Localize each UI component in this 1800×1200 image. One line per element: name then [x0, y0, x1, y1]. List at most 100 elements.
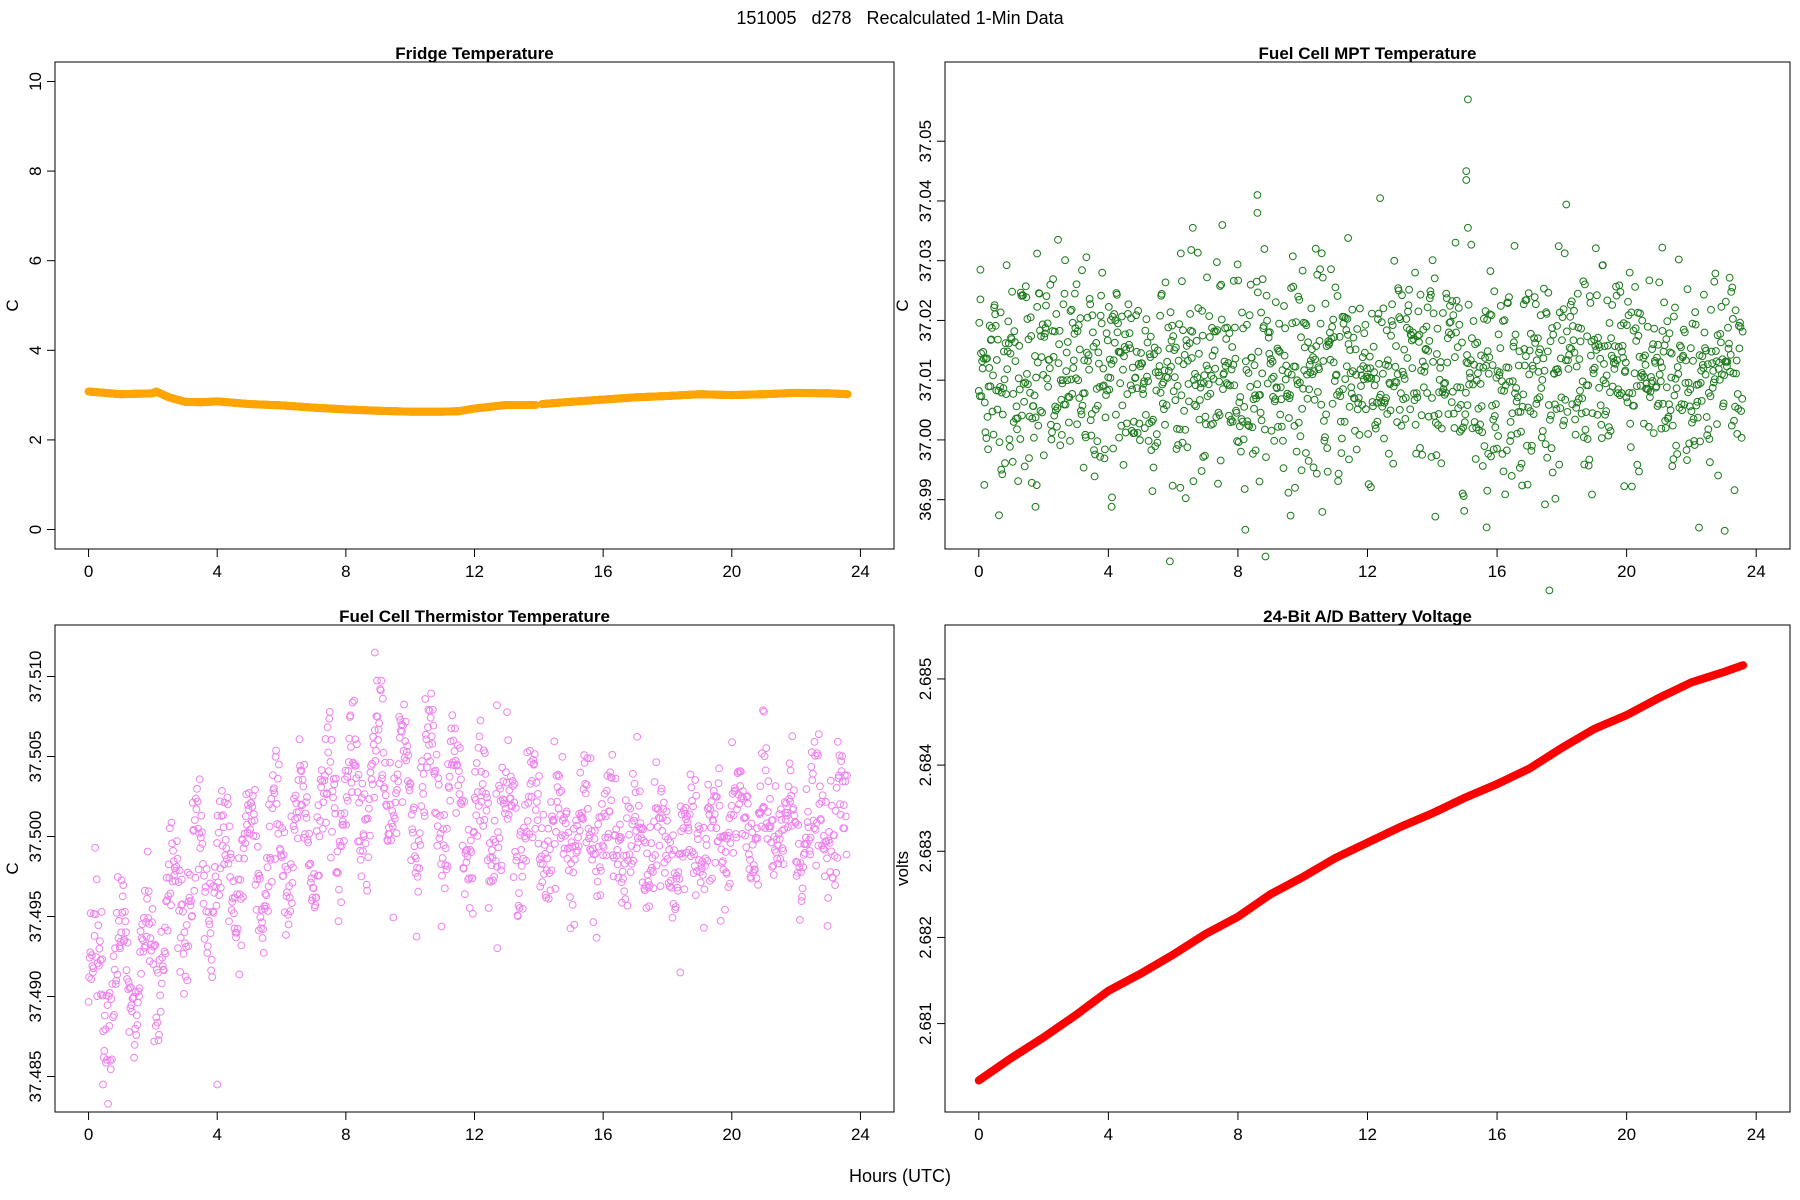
data-point — [598, 800, 606, 808]
data-point — [1429, 358, 1437, 366]
data-point — [302, 813, 311, 822]
x-tick-label: 8 — [1233, 562, 1242, 581]
data-point — [421, 695, 430, 703]
data-point — [1738, 394, 1747, 403]
data-point — [1065, 418, 1073, 427]
data-point — [1404, 301, 1413, 310]
data-point — [1496, 344, 1505, 353]
data-point — [1554, 242, 1563, 251]
data-point — [976, 295, 985, 304]
outlier-point — [1464, 223, 1472, 232]
data-point — [1298, 266, 1307, 275]
data-point — [1454, 304, 1463, 312]
data-point — [1094, 348, 1103, 357]
data-point — [1170, 373, 1179, 382]
data-point — [1060, 289, 1069, 298]
data-point — [1672, 384, 1681, 393]
data-point — [415, 829, 424, 837]
data-point — [1547, 444, 1556, 453]
data-point — [1347, 383, 1356, 392]
data-point — [1501, 490, 1510, 499]
data-point — [1635, 467, 1643, 476]
data-point — [299, 782, 308, 791]
data-point — [1329, 315, 1338, 324]
data-point — [983, 413, 992, 421]
data-point — [191, 873, 200, 882]
data-point — [533, 816, 542, 825]
data-point — [833, 737, 842, 746]
data-point — [1469, 380, 1477, 389]
data-point — [1434, 410, 1443, 418]
x-tick-label: 12 — [1358, 1125, 1377, 1144]
data-point — [356, 855, 365, 864]
data-point — [565, 866, 573, 875]
data-point — [1333, 292, 1342, 300]
data-point — [1042, 292, 1051, 301]
data-point — [1437, 459, 1446, 468]
data-point — [1098, 268, 1107, 277]
data-point — [1682, 446, 1691, 455]
data-point — [715, 801, 724, 810]
data-point — [1498, 377, 1506, 386]
data-point — [348, 698, 357, 707]
data-point — [518, 872, 527, 881]
data-point — [419, 770, 428, 778]
data-point — [1280, 302, 1288, 310]
data-point — [1581, 425, 1590, 434]
data-point — [1683, 285, 1692, 294]
data-point — [327, 853, 335, 862]
x-tick-label: 0 — [974, 562, 983, 581]
data-point — [1337, 449, 1346, 458]
data-point — [1494, 432, 1502, 440]
data-point — [1327, 265, 1335, 274]
data-point — [1033, 303, 1042, 311]
data-point — [1388, 300, 1396, 309]
data-point — [426, 713, 435, 722]
outlier-point — [676, 968, 685, 977]
data-point — [566, 893, 574, 901]
y-axis-label: volts — [893, 851, 912, 886]
data-point — [1459, 492, 1468, 501]
data-point — [1659, 347, 1668, 356]
data-point — [1241, 525, 1250, 534]
data-point — [389, 913, 398, 922]
data-point — [649, 868, 657, 876]
data-point — [115, 916, 123, 925]
data-point — [1540, 284, 1548, 293]
data-point — [1059, 300, 1068, 309]
data-point — [1323, 444, 1332, 453]
data-point — [811, 825, 820, 834]
data-point — [368, 780, 377, 789]
data-point — [1014, 374, 1023, 383]
data-point — [182, 921, 191, 929]
data-point — [1464, 300, 1473, 309]
data-point — [279, 871, 288, 880]
data-point — [350, 696, 359, 705]
data-point — [1648, 345, 1656, 354]
data-point — [1392, 342, 1400, 350]
data-point — [1136, 436, 1144, 445]
data-point — [458, 841, 467, 850]
data-point — [1700, 328, 1709, 337]
data-point — [237, 941, 246, 950]
data-point — [1654, 340, 1662, 349]
panel-title: Fuel Cell Thermistor Temperature — [339, 607, 610, 626]
data-point — [1304, 457, 1313, 465]
data-point — [1304, 338, 1312, 347]
data-point — [1670, 391, 1679, 400]
data-point — [169, 846, 178, 855]
data-point — [482, 806, 491, 815]
data-point — [1056, 441, 1065, 450]
data-point — [1275, 319, 1283, 328]
data-point — [272, 800, 281, 808]
data-point — [180, 990, 188, 998]
data-point — [700, 885, 709, 894]
data-point — [475, 732, 484, 741]
data-point — [1180, 406, 1188, 415]
data-point — [1528, 441, 1536, 450]
data-point — [1414, 307, 1423, 316]
data-point — [455, 790, 464, 798]
data-point — [1334, 469, 1343, 478]
data-point — [1282, 361, 1291, 370]
data-point — [1355, 431, 1364, 439]
